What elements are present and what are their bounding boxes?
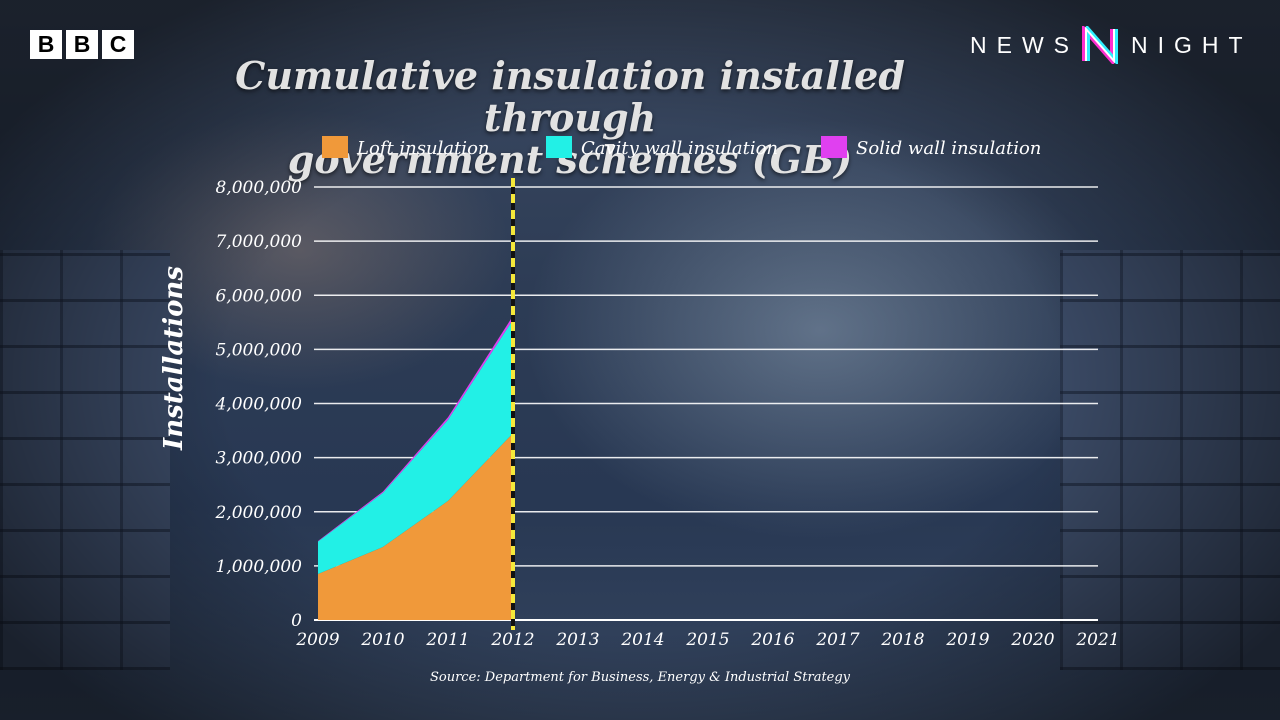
newsnight-logo-news: NEWS	[970, 31, 1079, 58]
bbc-logo-letter: C	[102, 30, 134, 59]
x-tick-label: 2015	[685, 630, 729, 650]
y-tick-label: 1,000,000	[215, 557, 302, 577]
x-tick-label: 2013	[555, 630, 599, 650]
newsnight-n-icon	[1082, 26, 1118, 64]
bbc-logo-letter: B	[30, 30, 62, 59]
legend-swatch	[546, 136, 572, 158]
y-axis-label: Installations	[159, 266, 189, 451]
newsnight-logo: NEWS NIGHT	[970, 26, 1253, 64]
area-series	[318, 319, 513, 574]
x-tick-label: 2020	[1010, 630, 1054, 650]
legend-label: Loft insulation	[356, 138, 490, 159]
x-tick-label: 2010	[360, 630, 404, 650]
x-tick-label: 2012	[490, 630, 534, 650]
x-tick-label: 2017	[815, 630, 859, 650]
plot-areas	[318, 315, 513, 620]
y-tick-label: 5,000,000	[215, 340, 302, 360]
x-tick-label: 2009	[295, 630, 339, 650]
x-tick-label: 2011	[425, 630, 469, 650]
legend-swatch	[821, 136, 847, 158]
bbc-logo: B B C	[30, 30, 134, 59]
y-tick-label: 0	[291, 611, 302, 631]
y-tick-label: 7,000,000	[215, 232, 302, 252]
y-tick-label: 3,000,000	[215, 449, 302, 469]
x-tick-label: 2019	[945, 630, 989, 650]
bbc-logo-letter: B	[66, 30, 98, 59]
x-tick-label: 2014	[620, 630, 664, 650]
chart-title-line: Cumulative insulation installed through	[235, 53, 905, 141]
y-tick-label: 6,000,000	[215, 286, 302, 306]
legend: Loft insulation Cavity wall insulation Sol…	[322, 136, 1041, 159]
x-tick-label: 2018	[880, 630, 924, 650]
legend-label: Cavity wall insulation	[581, 138, 778, 159]
legend-swatch	[322, 136, 348, 158]
y-axis: 0 1,000,000 2,000,000 3,000,000 4,000,000 5,0…	[214, 178, 302, 631]
y-tick-label: 4,000,000	[214, 395, 302, 415]
legend-label: Solid wall insulation	[856, 138, 1041, 159]
y-tick-label: 8,000,000	[215, 178, 302, 198]
x-axis: 2009 2010 2011 2012 2013 2014 2015 2016 2017 2018…	[295, 630, 1119, 650]
newsnight-logo-night: NIGHT	[1131, 31, 1253, 58]
x-tick-label: 2021	[1075, 630, 1119, 650]
y-tick-label: 2,000,000	[214, 503, 302, 523]
area-series	[318, 433, 513, 620]
x-tick-label: 2016	[750, 630, 794, 650]
source-note: Source: Department for Business, Energy …	[430, 670, 851, 685]
